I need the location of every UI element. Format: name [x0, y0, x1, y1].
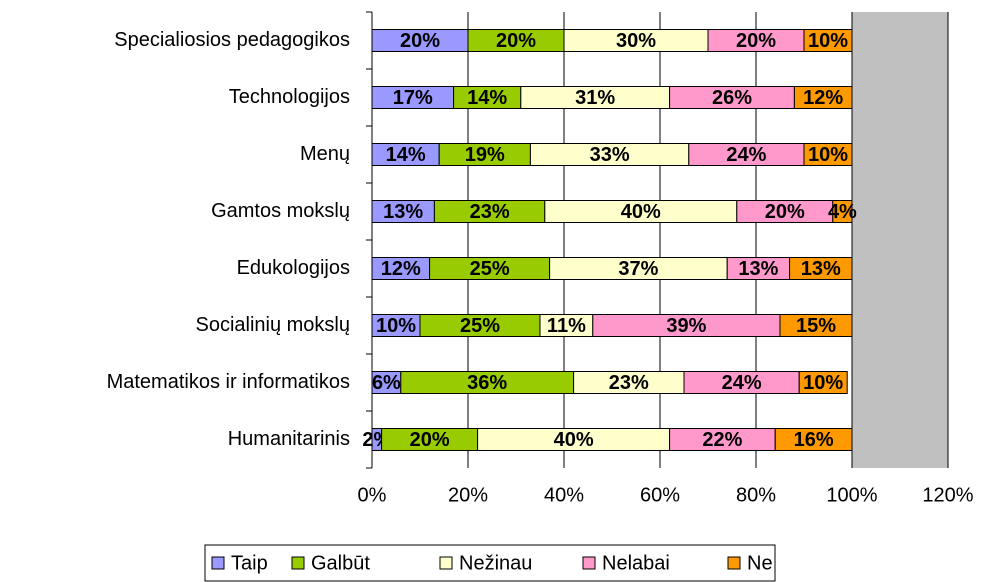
- data-label: 36%: [467, 372, 507, 394]
- bar-segment: [779, 314, 853, 337]
- data-label: 25%: [460, 315, 500, 337]
- data-label: 15%: [796, 315, 836, 337]
- x-tick-label: 40%: [544, 484, 584, 506]
- data-label: 4%: [828, 201, 857, 223]
- bar-segment: [832, 200, 853, 223]
- legend-label: Galbūt: [311, 552, 370, 574]
- data-label: 20%: [400, 30, 440, 52]
- y-tick-label: Edukologijos: [237, 257, 350, 279]
- y-tick-label: Socialinių mokslų: [195, 314, 350, 336]
- data-label: 22%: [702, 429, 742, 451]
- legend-label: Nelabai: [602, 552, 670, 574]
- data-label: 12%: [381, 258, 421, 280]
- legend-swatch: [439, 556, 453, 570]
- legend-swatch: [211, 556, 225, 570]
- data-label: 23%: [609, 372, 649, 394]
- data-label: 40%: [554, 429, 594, 451]
- legend-label: Taip: [231, 552, 268, 574]
- data-label: 17%: [393, 87, 433, 109]
- data-label: 37%: [618, 258, 658, 280]
- legend-swatch: [582, 556, 596, 570]
- data-label: 33%: [590, 144, 630, 166]
- x-tick-label: 0%: [358, 484, 387, 506]
- data-label: 23%: [470, 201, 510, 223]
- data-label: 26%: [712, 87, 752, 109]
- x-tick-label: 20%: [448, 484, 488, 506]
- x-tick-label: 100%: [826, 484, 877, 506]
- data-label: 25%: [470, 258, 510, 280]
- legend-label: Ne: [747, 552, 773, 574]
- data-label: 19%: [465, 144, 505, 166]
- data-label: 24%: [722, 372, 762, 394]
- y-tick-label: Specialiosios pedagogikos: [114, 29, 350, 51]
- bar-segment: [803, 143, 853, 166]
- data-label: 13%: [738, 258, 778, 280]
- data-label: 10%: [376, 315, 416, 337]
- data-label: 31%: [575, 87, 615, 109]
- legend-swatch: [727, 556, 741, 570]
- data-label: 12%: [803, 87, 843, 109]
- y-tick-label: Gamtos mokslų: [211, 200, 350, 222]
- plot-area: [372, 12, 852, 468]
- data-label: 20%: [410, 429, 450, 451]
- x-tick-label: 120%: [922, 484, 973, 506]
- data-label: 30%: [616, 30, 656, 52]
- data-label: 40%: [621, 201, 661, 223]
- data-label: 20%: [736, 30, 776, 52]
- y-tick-label: Matematikos ir informatikos: [107, 371, 350, 393]
- data-label: 13%: [383, 201, 423, 223]
- bar-segment: [774, 428, 853, 451]
- data-label: 39%: [666, 315, 706, 337]
- x-tick-label: 80%: [736, 484, 776, 506]
- y-tick-label: Menų: [300, 143, 350, 165]
- data-label: 24%: [726, 144, 766, 166]
- data-label: 20%: [765, 201, 805, 223]
- data-label: 10%: [808, 144, 848, 166]
- data-label: 11%: [547, 315, 586, 337]
- data-label: 14%: [467, 87, 507, 109]
- bar-segment: [793, 86, 853, 109]
- legend-label: Nežinau: [459, 552, 532, 574]
- data-label: 10%: [808, 30, 848, 52]
- data-label: 13%: [801, 258, 841, 280]
- y-tick-label: Technologijos: [229, 86, 350, 108]
- legend-swatch: [291, 556, 305, 570]
- data-label: 16%: [794, 429, 834, 451]
- y-tick-label: Humanitarinis: [228, 428, 350, 450]
- data-label: 14%: [386, 144, 426, 166]
- bar-segment: [789, 257, 853, 280]
- data-label: 20%: [496, 30, 536, 52]
- bar-segment: [803, 29, 853, 52]
- bar-segment: [798, 371, 848, 394]
- x-tick-label: 60%: [640, 484, 680, 506]
- plot-area-gray: [852, 12, 948, 468]
- data-label: 6%: [372, 372, 401, 394]
- data-label: 10%: [803, 372, 843, 394]
